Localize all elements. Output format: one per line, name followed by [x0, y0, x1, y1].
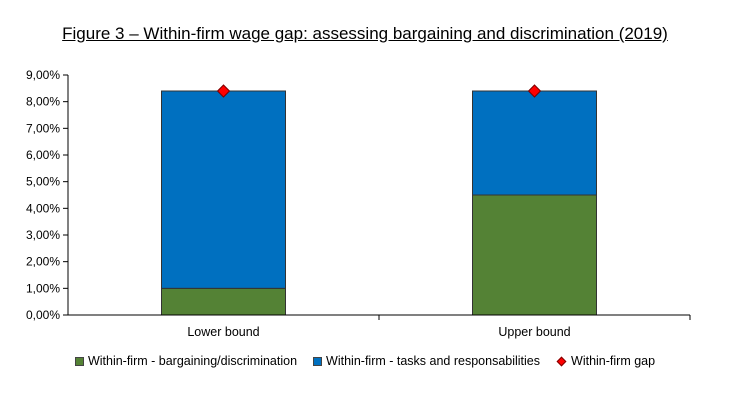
y-tick-label: 5,00% [26, 175, 60, 189]
chart-title: Figure 3 – Within-firm wage gap: assessi… [62, 24, 668, 43]
bars [161, 90, 597, 316]
y-axis-ticks: 0,00% 1,00% 2,00% 3,00% 4,00% 5,00% 6,00% 7,00%… [26, 68, 68, 322]
gap-markers [216, 84, 542, 98]
y-tick-label: 9,00% [26, 68, 60, 82]
bar-segment-tasks [472, 90, 597, 196]
y-tick-label: 4,00% [26, 201, 60, 215]
gap-marker [216, 84, 231, 98]
legend-diamond-gap [556, 356, 567, 366]
y-tick-label: 0,00% [26, 308, 60, 322]
gap-marker [527, 84, 542, 98]
y-tick-label: 8,00% [26, 95, 60, 109]
y-tick-label: 3,00% [26, 228, 60, 242]
bar-segment-bargaining [161, 287, 286, 316]
y-tick-label: 7,00% [26, 121, 60, 135]
y-tick-label: 6,00% [26, 148, 60, 162]
x-axis-ticks: Lower bound Upper bound [187, 315, 691, 339]
legend-label-gap: Within-firm gap [571, 354, 656, 368]
y-tick-label: 2,00% [26, 255, 60, 269]
y-tick-label: 1,00% [26, 281, 60, 295]
legend: Within-firm - bargaining/discrimination … [0, 354, 730, 368]
legend-item-tasks: Within-firm - tasks and responsabilities [313, 354, 540, 368]
legend-label-bargaining: Within-firm - bargaining/discrimination [87, 354, 298, 368]
legend-label-tasks: Within-firm - tasks and responsabilities [326, 354, 541, 368]
x-tick-label: Lower bound [187, 325, 259, 339]
legend-item-gap: Within-firm gap [556, 354, 655, 368]
x-tick-label: Upper bound [498, 325, 570, 339]
legend-swatch-tasks [313, 356, 323, 366]
legend-swatch-bargaining [74, 356, 84, 366]
bar-segment-tasks [161, 90, 286, 289]
legend-item-bargaining: Within-firm - bargaining/discrimination [74, 354, 298, 368]
bar-segment-bargaining [472, 194, 597, 316]
